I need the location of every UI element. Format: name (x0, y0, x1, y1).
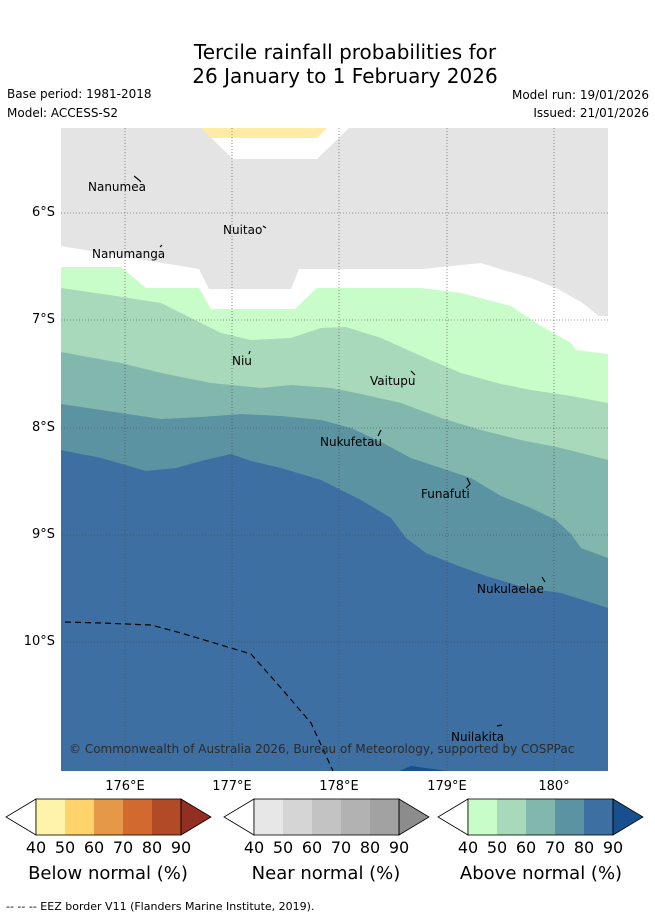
colorbar-near-outline (253, 798, 400, 836)
colorbar-near-tick: 80 (359, 838, 381, 857)
map-title: Tercile rainfall probabilities for 26 Ja… (0, 40, 655, 88)
lon-label-176e: 176°E (105, 779, 145, 794)
colorbar-below-segment (123, 799, 152, 835)
colorbar-above-segment (468, 799, 497, 835)
colorbar-above-segment (497, 799, 526, 835)
colorbar-above-normal (437, 798, 644, 836)
colorbar-below-tick: 90 (170, 838, 192, 857)
colorbar-above-tick: 80 (573, 838, 595, 857)
colorbar-near-segment (254, 799, 283, 835)
colorbar-near-segment (370, 799, 399, 835)
colorbar-near-tick: 50 (272, 838, 294, 857)
model-run: Model run: 19/01/2026 (511, 88, 649, 102)
lon-label-177e: 177°E (212, 779, 252, 794)
colorbar-below-over-arrow (180, 798, 212, 836)
colorbar-near-under-arrow (223, 798, 255, 836)
lon-label-180: 180° (538, 779, 570, 794)
issued-date: Issued: 21/01/2026 (533, 106, 649, 120)
above-normal-80-region (61, 450, 608, 771)
colorbar-title-below: Below normal (%) (28, 863, 188, 884)
colorbar-title-near: Near normal (%) (251, 863, 401, 884)
colorbar-near-segment (341, 799, 370, 835)
island-marks (133, 175, 546, 727)
colorbar-above-tick: 60 (515, 838, 537, 857)
colorbar-above-tick: 90 (602, 838, 624, 857)
island-nukulaelae: Nukulaelae (477, 582, 544, 596)
eez-border (64, 621, 334, 771)
lat-label-8s: 8°S (31, 420, 55, 435)
colorbar-below-tick: 60 (83, 838, 105, 857)
island-mark-niu (248, 350, 251, 355)
island-nuitao: Nuitao (223, 223, 263, 237)
model-name: Model: ACCESS-S2 (7, 106, 119, 120)
colorbar-near-segment (312, 799, 341, 835)
colorbar-above-under-arrow (437, 798, 469, 836)
colorbar-near-tick: 60 (301, 838, 323, 857)
colorbar-below-segment (152, 799, 181, 835)
colorbars (5, 798, 644, 836)
colorbar-below-segment (94, 799, 123, 835)
island-niu: Niu (232, 354, 252, 368)
colorbar-near-segment (283, 799, 312, 835)
colorbar-near-tick: 40 (243, 838, 265, 857)
island-funafuti: Funafuti (421, 487, 470, 501)
colorbar-above-outline (467, 798, 614, 836)
colorbar-below-normal (5, 798, 212, 836)
colorbar-above-tick: 50 (486, 838, 508, 857)
island-nanumea: Nanumea (88, 180, 146, 194)
island-mark-vaitupu (410, 370, 416, 376)
island-mark-funafuti (465, 477, 471, 489)
island-nukufetau: Nukufetau (320, 435, 383, 449)
colorbar-above-tick: 40 (457, 838, 479, 857)
lat-label-9s: 9°S (31, 527, 55, 542)
colorbar-above-segment (526, 799, 555, 835)
island-mark-nukulaelae (541, 576, 546, 583)
colorbar-near-tick: 90 (388, 838, 410, 857)
lon-label-178e: 178°E (319, 779, 359, 794)
island-mark-nukufetau (377, 429, 382, 437)
island-mark-nanumanga (159, 244, 163, 248)
colorbar-below-outline (35, 798, 182, 836)
colorbar-title-above: Above normal (%) (459, 863, 623, 884)
rainfall-map: Nanumea Nuitao Nanumanga Niu Vaitupu Nuk… (61, 128, 608, 771)
island-nuilakita: Nuilakita (451, 730, 504, 744)
island-nanumanga: Nanumanga (92, 247, 166, 261)
base-period: Base period: 1981-2018 (7, 87, 152, 101)
colorbar-near-normal (223, 798, 430, 836)
colorbar-above-segment (584, 799, 613, 835)
colorbar-above-segment (555, 799, 584, 835)
eez-legend-footer: -- -- -- EEZ border V11 (Flanders Marine… (6, 900, 315, 913)
colorbar-below-tick: 80 (141, 838, 163, 857)
colorbar-below-tick: 50 (54, 838, 76, 857)
colorbar-near-over-arrow (398, 798, 430, 836)
near-normal-region (61, 128, 608, 316)
colorbar-below-segment (65, 799, 94, 835)
map-svg (61, 128, 608, 771)
colorbar-above-over-arrow (612, 798, 644, 836)
colorbar-below-segment (36, 799, 65, 835)
colorbar-below-under-arrow (5, 798, 37, 836)
colorbar-above-tick: 70 (544, 838, 566, 857)
lat-label-7s: 7°S (31, 312, 55, 327)
graticule (61, 128, 608, 771)
island-mark-nuitao (262, 225, 267, 229)
below-normal-region (201, 128, 327, 138)
island-vaitupu: Vaitupu (370, 374, 416, 388)
colorbar-below-tick: 70 (112, 838, 134, 857)
lat-label-6s: 6°S (31, 205, 55, 220)
lat-label-10s: 10°S (23, 634, 55, 649)
colorbar-near-tick: 70 (330, 838, 352, 857)
lon-label-179e: 179°E (427, 779, 467, 794)
above-normal-90-region (399, 766, 446, 771)
colorbar-below-tick: 40 (25, 838, 47, 857)
island-mark-nanumea (133, 175, 142, 183)
island-mark-nuilakita (496, 724, 503, 727)
copyright-notice: © Commonwealth of Australia 2026, Bureau… (69, 742, 575, 756)
title-line-2: 26 January to 1 February 2026 (192, 64, 498, 88)
title-line-1: Tercile rainfall probabilities for (193, 40, 497, 64)
